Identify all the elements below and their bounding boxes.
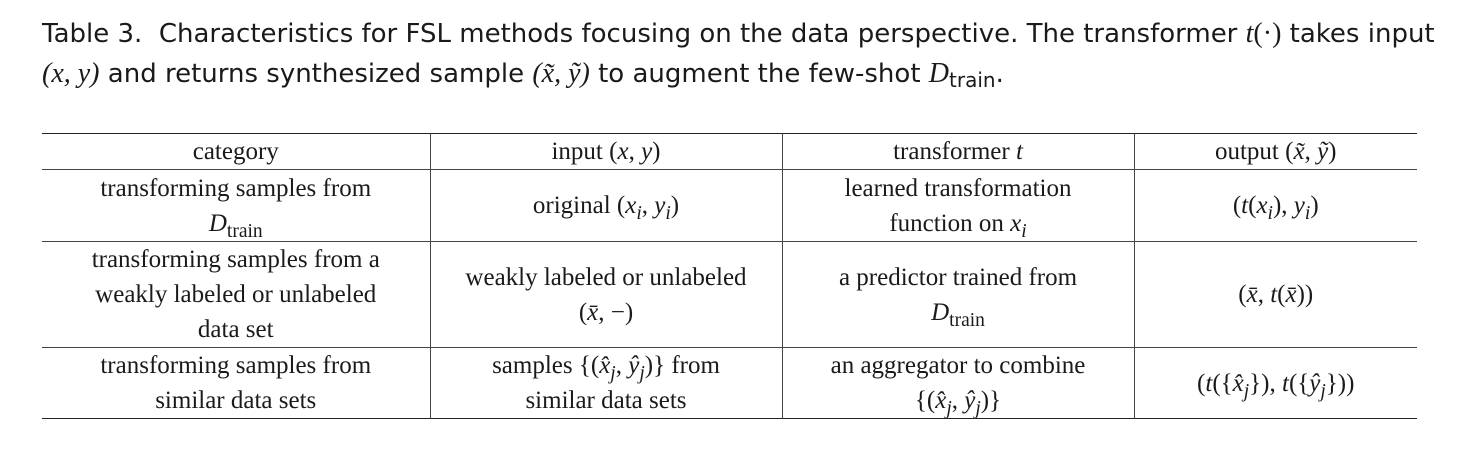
cell-output: (t(xi), yi) xyxy=(1133,169,1417,242)
caption-text-1: Characteristics for FSL methods focusing… xyxy=(158,19,1238,49)
caption-xy-tilde: (x̃, ỹ) xyxy=(532,58,590,89)
characteristics-table: category input (x, y) transformer t outp… xyxy=(42,133,1417,419)
caption-t-arg: (·) xyxy=(1253,18,1282,49)
cell-transformer: a predictor trained from Dtrain xyxy=(781,241,1134,348)
cell-transformer: an aggregator to combine {(x̂j, ŷj)} xyxy=(781,347,1134,419)
header-output: output (x̃, ỹ) xyxy=(1133,133,1417,170)
caption-text-4: to augment the few-shot xyxy=(598,59,921,89)
caption-label: Table 3. xyxy=(42,19,143,49)
caption-d-letter: D xyxy=(928,58,950,89)
header-category: category xyxy=(192,138,279,165)
cell-output: (t({x̂j}), t({ŷj})) xyxy=(1133,347,1417,419)
caption-d-sub: train xyxy=(949,68,996,92)
caption-t-func: t xyxy=(1245,18,1254,49)
table-row: transforming samples from a weakly labele… xyxy=(42,241,1417,348)
caption-text-2: takes input xyxy=(1289,19,1435,49)
header-input: input (x, y) xyxy=(429,133,782,170)
header-transformer: transformer t xyxy=(781,133,1134,170)
cell-input: samples {(x̂j, ŷj)} from similar data set… xyxy=(429,347,782,419)
cell-category: transforming samples from a weakly labele… xyxy=(91,246,380,343)
table-row: transforming samples from similar data se… xyxy=(42,347,1417,419)
caption-xy-input: (x, y) xyxy=(42,58,100,89)
cell-category: transforming samples from Dtrain xyxy=(100,174,372,242)
cell-input: original (xi, yi) xyxy=(429,169,782,242)
caption-end: . xyxy=(995,59,1004,89)
caption-d-train: Dtrain xyxy=(928,58,996,92)
header-row: category input (x, y) transformer t outp… xyxy=(42,133,1417,170)
cell-category: transforming samples from similar data se… xyxy=(100,352,372,414)
cell-output: (x̄, t(x̄)) xyxy=(1133,241,1417,348)
cell-transformer: learned transformation function on xi xyxy=(781,169,1134,242)
table-row: transforming samples from Dtrain original… xyxy=(42,169,1417,242)
table-caption: Table 3. Characteristics for FSL methods… xyxy=(42,14,1442,94)
caption-text-3: and returns synthesized sample xyxy=(107,59,525,89)
cell-input: weakly labeled or unlabeled (x̄, −) xyxy=(429,241,782,348)
